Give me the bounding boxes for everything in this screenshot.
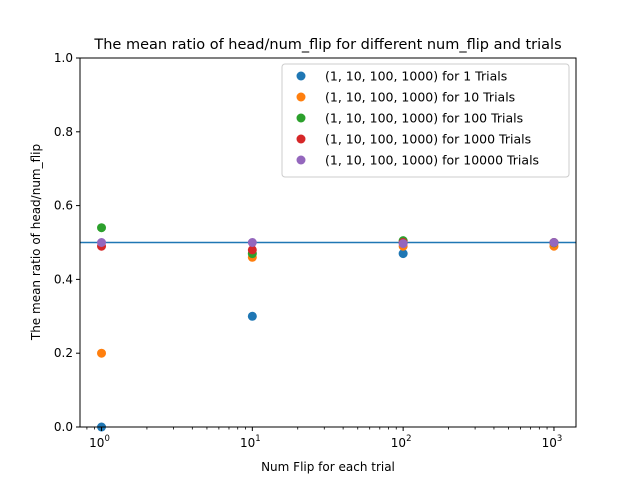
data-point-s1-0 xyxy=(97,348,107,358)
y-tick-label-1: 0.2 xyxy=(54,346,73,360)
legend: (1, 10, 100, 1000) for 1 Trials (1, 10, 1… xyxy=(281,63,570,178)
y-tick-label-0: 0.0 xyxy=(54,420,73,434)
x-tick-label-1: 101 xyxy=(240,434,261,450)
x-tick-label-0: 100 xyxy=(89,434,110,450)
data-point-s4-0 xyxy=(97,238,107,247)
data-point-s4-3 xyxy=(549,238,559,247)
data-point-s4-1 xyxy=(247,238,257,247)
legend-marker-4 xyxy=(296,155,306,165)
legend-label-0: (1, 10, 100, 1000) for 1 Trials xyxy=(325,69,507,84)
data-point-s0-1 xyxy=(247,311,257,321)
data-point-s0-2 xyxy=(398,249,408,259)
data-point-s4-2 xyxy=(398,239,408,249)
chart-title: The mean ratio of head/num_flip for diff… xyxy=(93,37,561,53)
legend-marker-2 xyxy=(296,113,306,123)
axes: 0.0 0.2 0.4 0.6 0.8 1.0 100 101 102 103 xyxy=(54,51,577,450)
legend-marker-3 xyxy=(296,134,306,144)
x-tick-label-3: 103 xyxy=(542,434,563,450)
data-point-s2-0 xyxy=(97,223,107,233)
y-tick-label-5: 1.0 xyxy=(54,51,73,65)
legend-label-4: (1, 10, 100, 1000) for 10000 Trials xyxy=(325,153,539,168)
legend-marker-1 xyxy=(296,92,306,102)
x-tick-label-2: 102 xyxy=(391,434,412,450)
y-tick-label-4: 0.8 xyxy=(54,125,73,139)
legend-label-1: (1, 10, 100, 1000) for 10 Trials xyxy=(325,90,515,105)
plot-area xyxy=(80,223,576,432)
y-tick-label-3: 0.6 xyxy=(54,199,73,213)
axes-frame xyxy=(79,57,577,428)
data-point-s3-1 xyxy=(247,245,257,255)
y-tick-label-2: 0.4 xyxy=(54,272,73,286)
y-axis-label: The mean ratio of head/num_flip xyxy=(29,144,43,341)
legend-label-2: (1, 10, 100, 1000) for 100 Trials xyxy=(325,111,523,126)
x-axis-label: Num Flip for each trial xyxy=(261,460,395,474)
legend-box xyxy=(281,63,570,178)
legend-label-3: (1, 10, 100, 1000) for 1000 Trials xyxy=(325,132,531,147)
legend-marker-0 xyxy=(296,71,306,81)
